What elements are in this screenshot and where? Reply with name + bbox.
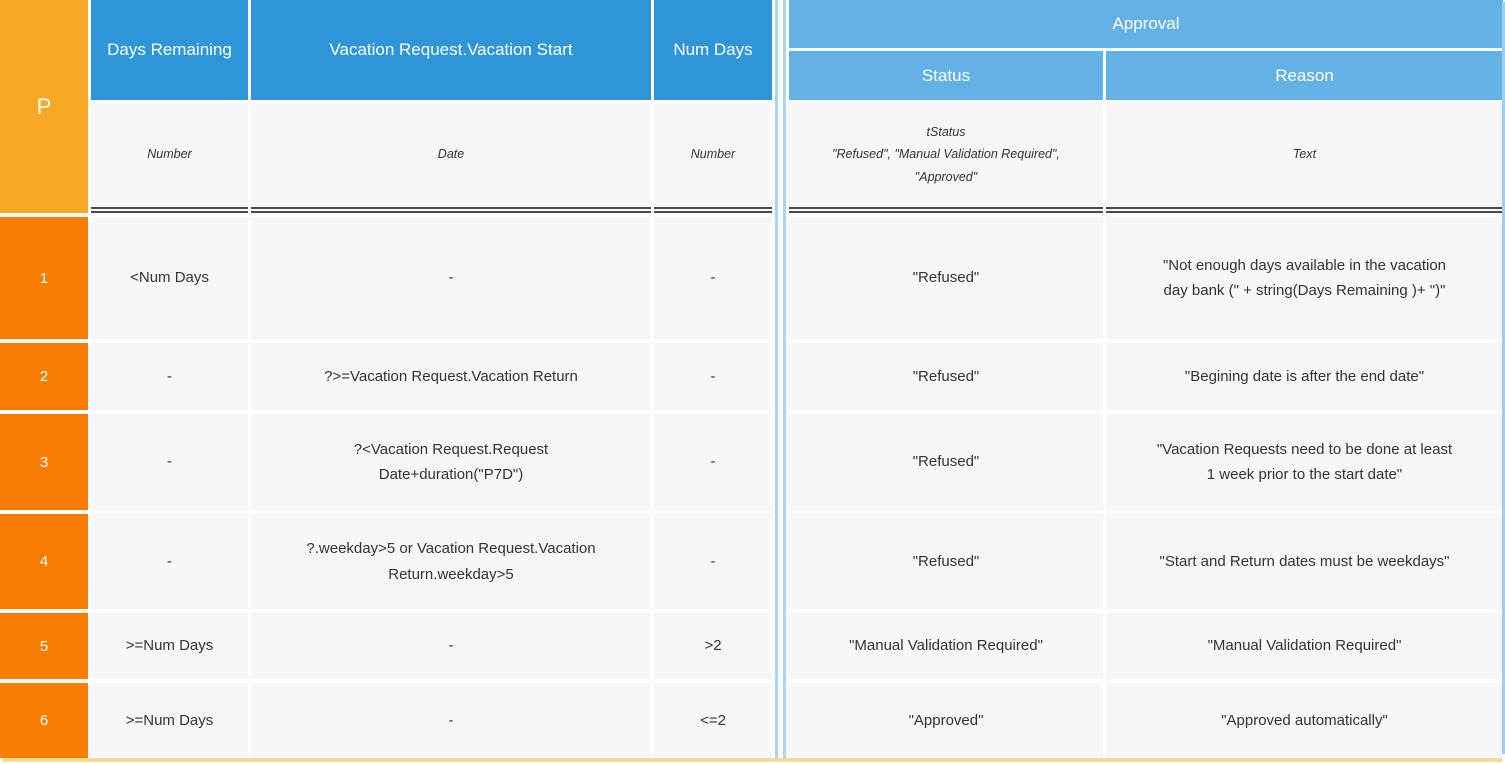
rule-cell-vacation-start[interactable]: ?<Vacation Request.Request Date+duration… (251, 414, 651, 510)
rule-number-cell[interactable]: 2 (0, 343, 88, 410)
rule-cell-reason[interactable]: "Approved automatically" (1106, 683, 1503, 758)
rule-cell-reason[interactable]: "Vacation Requests need to be done at le… (1106, 414, 1503, 510)
rule-cell-num-days[interactable]: - (654, 514, 772, 609)
type-cell-vacation-start[interactable]: Date (251, 102, 651, 213)
type-cell-reason[interactable]: Text (1106, 102, 1503, 213)
rule-number-cell[interactable]: 1 (0, 217, 88, 339)
column-header-status[interactable]: Status (789, 51, 1103, 100)
rule-cell-days-remaining[interactable]: <Num Days (91, 217, 248, 339)
rule-number-cell[interactable]: 5 (0, 613, 88, 679)
rule-cell-vacation-start[interactable]: - (251, 217, 651, 339)
rule-number-cell[interactable]: 6 (0, 683, 88, 758)
rule-cell-vacation-start[interactable]: - (251, 613, 651, 679)
column-header-vacation-start[interactable]: Vacation Request.Vacation Start (251, 0, 651, 100)
rule-cell-num-days[interactable]: <=2 (654, 683, 772, 758)
rule-cell-num-days[interactable]: - (654, 414, 772, 510)
rule-cell-vacation-start[interactable]: ?.weekday>5 or Vacation Request.Vacation… (251, 514, 651, 609)
column-header-days-remaining[interactable]: Days Remaining (91, 0, 248, 100)
rule-cell-vacation-start[interactable]: - (251, 683, 651, 758)
rule-cell-days-remaining[interactable]: - (91, 514, 248, 609)
rule-cell-days-remaining[interactable]: >=Num Days (91, 613, 248, 679)
rule-cell-num-days[interactable]: - (654, 217, 772, 339)
rule-cell-days-remaining[interactable]: - (91, 343, 248, 410)
rule-cell-status[interactable]: "Approved" (789, 683, 1103, 758)
rule-cell-reason[interactable]: "Start and Return dates must be weekdays… (1106, 514, 1503, 609)
rule-cell-days-remaining[interactable]: >=Num Days (91, 683, 248, 758)
rule-cell-num-days[interactable]: - (654, 343, 772, 410)
rule-cell-days-remaining[interactable]: - (91, 414, 248, 510)
column-header-reason[interactable]: Reason (1106, 51, 1503, 100)
rule-number-cell[interactable]: 4 (0, 514, 88, 609)
rule-cell-status[interactable]: "Refused" (789, 343, 1103, 410)
rule-cell-status[interactable]: "Refused" (789, 217, 1103, 339)
rule-cell-status[interactable]: "Refused" (789, 414, 1103, 510)
column-header-num-days[interactable]: Num Days (654, 0, 772, 100)
rule-cell-status[interactable]: "Manual Validation Required" (789, 613, 1103, 679)
rule-cell-vacation-start[interactable]: ?>=Vacation Request.Vacation Return (251, 343, 651, 410)
rule-cell-reason[interactable]: "Manual Validation Required" (1106, 613, 1503, 679)
column-header-approval[interactable]: Approval (789, 0, 1503, 48)
rule-cell-reason[interactable]: "Begining date is after the end date" (1106, 343, 1503, 410)
type-cell-status[interactable]: tStatus "Refused", "Manual Validation Re… (789, 102, 1103, 213)
type-cell-days-remaining[interactable]: Number (91, 102, 248, 213)
hit-policy-cell[interactable]: P (0, 0, 88, 213)
table-right-border (1502, 2, 1505, 754)
rule-cell-status[interactable]: "Refused" (789, 514, 1103, 609)
rule-cell-reason[interactable]: "Not enough days available in the vacati… (1106, 217, 1503, 339)
rule-cell-num-days[interactable]: >2 (654, 613, 772, 679)
rule-number-cell[interactable]: 3 (0, 414, 88, 510)
input-output-divider (775, 0, 786, 758)
table-bottom-border (2, 758, 1502, 762)
type-cell-num-days[interactable]: Number (654, 102, 772, 213)
